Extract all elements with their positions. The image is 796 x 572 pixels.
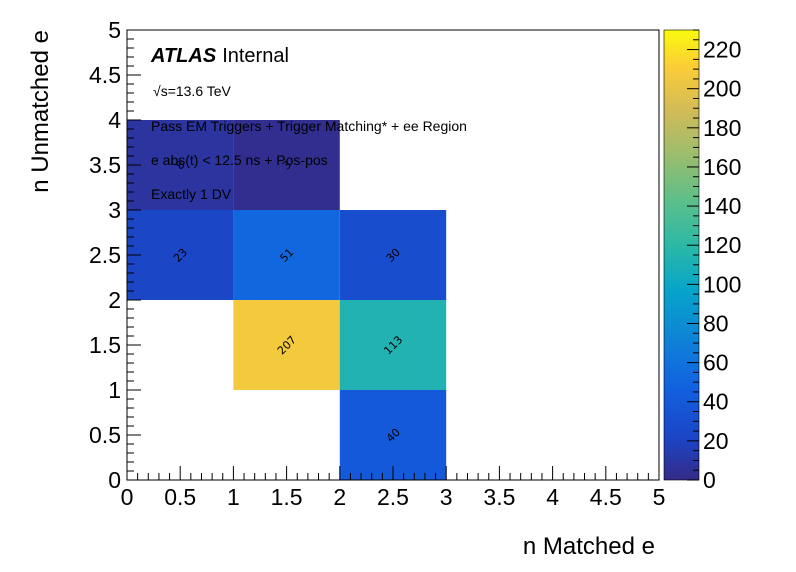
y-tick-label: 1: [108, 377, 121, 403]
color-bar-tick-label: 100: [703, 271, 741, 297]
heatmap-cell: [339, 210, 447, 300]
color-bar-tick-label: 180: [703, 115, 741, 141]
color-bar-tick-label: 40: [703, 389, 729, 415]
y-tick-label: 0: [108, 467, 121, 493]
y-tick-label: 3.5: [89, 152, 121, 178]
color-bar-tick-label: 120: [703, 232, 741, 258]
x-tick-label: 2: [333, 484, 346, 510]
x-tick-label: 0.5: [164, 484, 196, 510]
color-bar-tick-label: 80: [703, 310, 729, 336]
selection-label: Pass EM Triggers + Trigger Matching* + e…: [151, 118, 467, 134]
color-bar-tick-label: 220: [703, 37, 741, 63]
color-bar-tick-label: 200: [703, 76, 741, 102]
color-bar-tick-label: 60: [703, 350, 729, 376]
color-bar-tick-label: 140: [703, 193, 741, 219]
heatmap-cell: [233, 210, 340, 300]
cut-label: e abs(t) < 12.5 ns + Pos-pos: [151, 152, 328, 168]
color-bar-tick-label: 0: [703, 467, 716, 493]
x-tick-label: 3: [440, 484, 453, 510]
heatmap-cell: [339, 300, 447, 390]
x-tick-label: 2.5: [377, 484, 409, 510]
y-tick-label: 5: [108, 17, 121, 43]
y-axis: 0 0.5 1 1.5 2 2.5 3 3.5 4 4.5 5: [89, 17, 141, 493]
heatmap-cell: [127, 120, 234, 210]
color-bar-tick-label: 20: [703, 428, 729, 454]
y-tick-label: 0.5: [89, 422, 121, 448]
x-tick-label: 0: [121, 484, 134, 510]
sqrt-symbol: √: [153, 83, 161, 99]
heatmap-cell: [339, 390, 447, 480]
y-tick-label: 3: [108, 197, 121, 223]
x-axis-title: n Matched e: [523, 533, 655, 560]
x-tick-label: 1.5: [271, 484, 303, 510]
x-tick-label: 4.5: [590, 484, 622, 510]
atlas-label: ATLAS Internal: [150, 45, 289, 67]
vertex-label: Exactly 1 DV: [151, 186, 232, 202]
experiment-name: ATLAS: [150, 45, 217, 67]
energy-label: √s=13.6 TeV: [153, 83, 232, 99]
x-tick-label: 5: [653, 484, 666, 510]
y-axis-title: n Unmatched e: [27, 30, 54, 193]
x-tick-label: 4: [546, 484, 559, 510]
y-tick-label: 2: [108, 287, 121, 313]
x-axis: 0 0.5 1 1.5 2 2.5 3 3.5 4 4.5 5: [121, 466, 666, 510]
y-tick-label: 1.5: [89, 332, 121, 358]
heatmap-cell: [127, 210, 234, 300]
x-tick-label: 3.5: [483, 484, 515, 510]
x-tick-label: 1: [227, 484, 240, 510]
status-label: Internal: [222, 45, 289, 67]
y-tick-label: 2.5: [89, 242, 121, 268]
heatmap-cell: [233, 120, 340, 210]
energy-value: s=13.6 TeV: [161, 83, 232, 99]
y-tick-label: 4.5: [89, 62, 121, 88]
heatmap-cell: [233, 300, 340, 390]
color-bar-axis: 0 20 40 60 80 100 120 140 160 180 200 220: [687, 29, 741, 493]
color-bar-tick-label: 160: [703, 154, 741, 180]
y-tick-label: 4: [108, 107, 121, 133]
